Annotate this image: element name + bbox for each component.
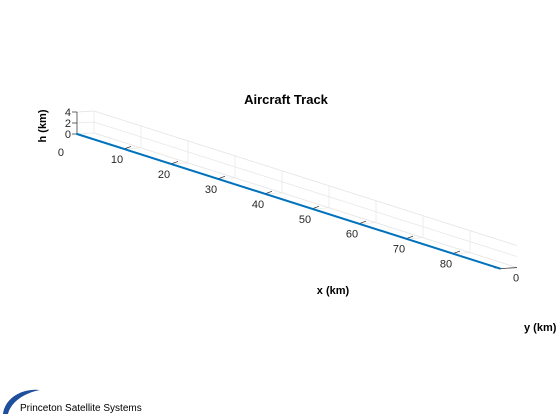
grid-lines	[76, 110, 518, 269]
z-tick-label-0: 0	[65, 129, 71, 141]
company-name: Princeton Satellite Systems	[20, 403, 142, 414]
axis-lines	[72, 111, 518, 269]
y-axis-label: y (km)	[524, 322, 557, 334]
y-axis-line	[499, 267, 518, 269]
grid-line-back-z-0	[93, 132, 518, 268]
grid-line-floor-x-10	[123, 147, 142, 150]
chart-title: Aircraft Track	[244, 92, 329, 107]
grid-line-floor-x-60	[358, 222, 377, 225]
grid-line-floor-x-30	[217, 177, 236, 180]
x-tick-label-30: 30	[205, 184, 217, 196]
x-tick-label-50: 50	[299, 214, 311, 226]
x-tick-label-20: 20	[158, 169, 170, 181]
company-logo: Princeton Satellite Systems	[3, 389, 142, 414]
grid-line-floor-x-70	[405, 237, 424, 240]
z-axis-label: h (km)	[37, 109, 49, 142]
x-origin-tick-label: 0	[58, 147, 64, 159]
x-tick-label-80: 80	[440, 259, 452, 271]
grid-line-left-z-2	[76, 121, 95, 124]
grid-line-floor-x-40	[264, 192, 283, 195]
grid-line-left-z-4	[76, 110, 95, 113]
x-tick-label-70: 70	[393, 244, 405, 256]
z-tick-label-2: 2	[65, 118, 71, 130]
princeton-satellite-swoosh-icon	[3, 389, 40, 414]
grid-line-floor-x-80	[452, 252, 471, 254]
y-tick-label-0: 0	[513, 273, 519, 285]
grid-line-left-z-0	[76, 132, 95, 135]
x-tick-label-10: 10	[111, 154, 123, 166]
x-tick-label-40: 40	[252, 199, 264, 211]
track-series-line-0	[76, 133, 501, 270]
series-layer	[76, 133, 501, 270]
grid-line-back-z-4	[93, 110, 518, 246]
grid-line-floor-x-20	[170, 162, 189, 165]
z-tick-label-4: 4	[65, 107, 71, 119]
x-tick-label-60: 60	[346, 229, 358, 241]
grid-line-back-z-2	[93, 121, 518, 257]
x-axis-label: x (km)	[317, 285, 350, 297]
